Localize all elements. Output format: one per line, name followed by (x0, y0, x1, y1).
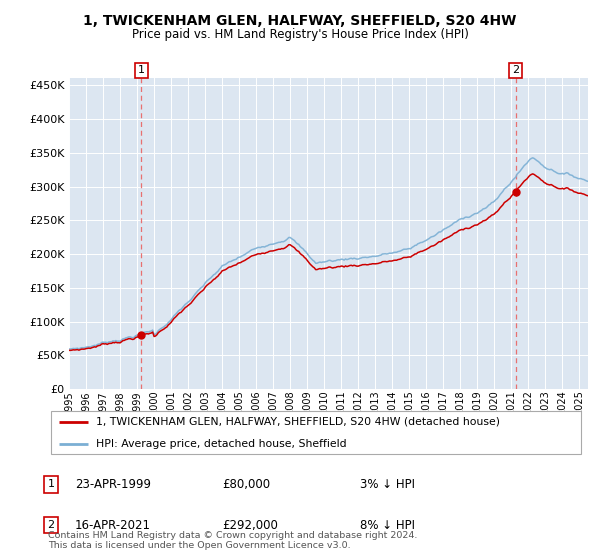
Text: 2: 2 (512, 66, 519, 75)
Text: 1: 1 (47, 479, 55, 489)
Text: 1: 1 (138, 66, 145, 75)
Text: Price paid vs. HM Land Registry's House Price Index (HPI): Price paid vs. HM Land Registry's House … (131, 28, 469, 41)
Text: 8% ↓ HPI: 8% ↓ HPI (360, 519, 415, 532)
Text: Contains HM Land Registry data © Crown copyright and database right 2024.
This d: Contains HM Land Registry data © Crown c… (48, 530, 418, 550)
Text: £80,000: £80,000 (222, 478, 270, 491)
Text: HPI: Average price, detached house, Sheffield: HPI: Average price, detached house, Shef… (97, 438, 347, 449)
Text: £292,000: £292,000 (222, 519, 278, 532)
Text: 2: 2 (47, 520, 55, 530)
Text: 1, TWICKENHAM GLEN, HALFWAY, SHEFFIELD, S20 4HW: 1, TWICKENHAM GLEN, HALFWAY, SHEFFIELD, … (83, 14, 517, 28)
Text: 3% ↓ HPI: 3% ↓ HPI (360, 478, 415, 491)
FancyBboxPatch shape (50, 410, 581, 455)
Text: 1, TWICKENHAM GLEN, HALFWAY, SHEFFIELD, S20 4HW (detached house): 1, TWICKENHAM GLEN, HALFWAY, SHEFFIELD, … (97, 417, 500, 427)
Text: 16-APR-2021: 16-APR-2021 (75, 519, 151, 532)
Text: 23-APR-1999: 23-APR-1999 (75, 478, 151, 491)
